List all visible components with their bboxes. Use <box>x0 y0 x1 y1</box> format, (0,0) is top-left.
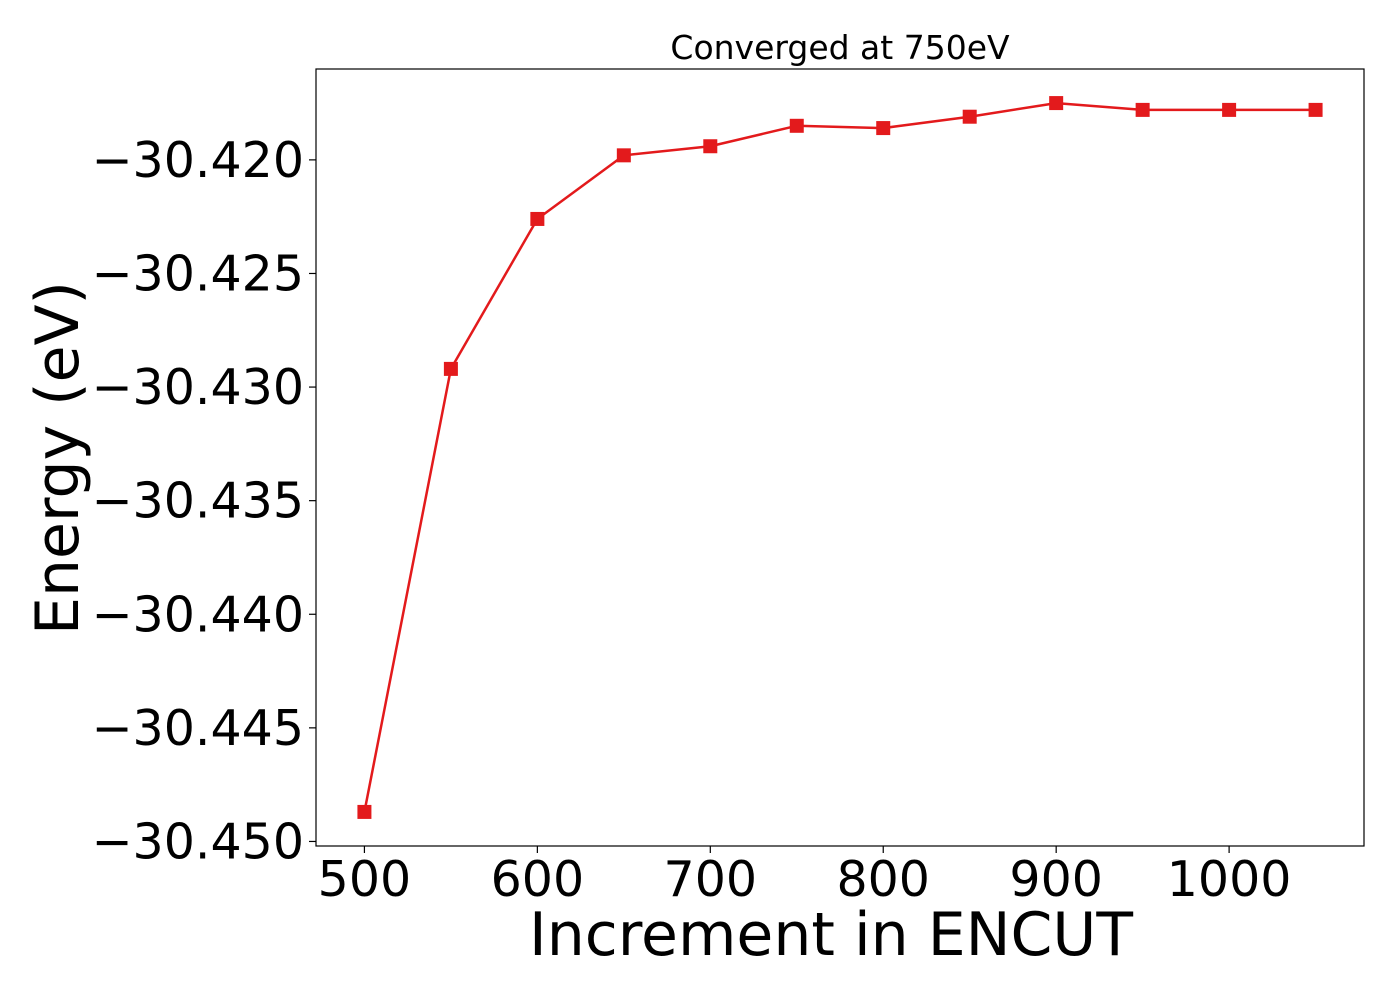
x-tick-label: 1000 <box>1167 851 1292 908</box>
x-tick-label: 500 <box>318 851 412 908</box>
x-tick-label: 900 <box>1009 851 1103 908</box>
data-point <box>443 361 458 376</box>
plot-area <box>357 96 1323 819</box>
x-tick-label: 800 <box>836 851 930 908</box>
y-tick-label: −30.435 <box>91 473 304 530</box>
chart-title: Converged at 750eV <box>670 28 1010 67</box>
data-point <box>1049 96 1064 111</box>
data-point <box>1308 102 1323 117</box>
data-point <box>789 118 804 133</box>
x-tick-label: 700 <box>664 851 758 908</box>
series-line <box>363 101 1316 813</box>
y-tick-label: −30.420 <box>91 132 304 189</box>
data-point <box>876 121 891 136</box>
x-axis: 500 600 700 800 900 1000 <box>318 846 1292 908</box>
y-tick-label: −30.445 <box>91 700 304 757</box>
data-point <box>1135 102 1150 117</box>
x-tick-label: 600 <box>491 851 585 908</box>
y-tick-label: −30.425 <box>91 245 304 302</box>
y-tick-label: −30.450 <box>91 813 304 870</box>
y-tick-label: −30.430 <box>91 359 304 416</box>
x-axis-title: Increment in ENCUT <box>529 900 1133 970</box>
data-point <box>703 139 718 154</box>
data-point <box>962 109 977 124</box>
y-tick-label: −30.440 <box>91 586 304 643</box>
data-point <box>357 804 372 819</box>
data-point <box>1222 102 1237 117</box>
plot-frame <box>315 68 1365 847</box>
data-point <box>616 148 631 163</box>
y-axis-title: Energy (eV) <box>23 281 93 635</box>
y-axis: −30.450 −30.445 −30.440 −30.435 −30.430 −30.4… <box>91 132 316 870</box>
data-point <box>530 211 545 226</box>
